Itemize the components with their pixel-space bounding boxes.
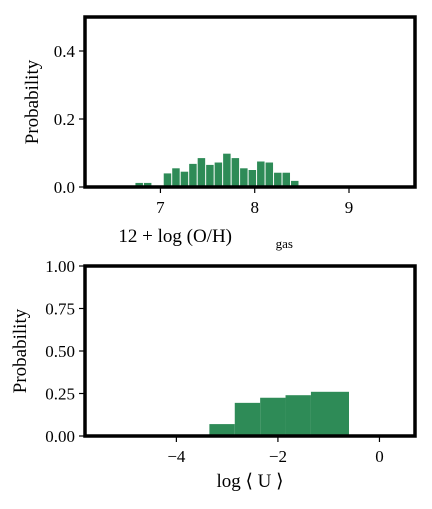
top-bar <box>172 168 180 187</box>
bottom-ytick-label: 0.75 <box>45 300 75 319</box>
top-bar <box>135 182 143 187</box>
top-ytick-label: 0.2 <box>54 110 75 129</box>
top-xtick-label: 8 <box>250 198 259 217</box>
bottom-bar <box>310 391 349 436</box>
top-bar <box>265 162 274 187</box>
top-bar <box>206 164 214 187</box>
bottom-bar <box>260 397 286 436</box>
top-bar <box>163 173 172 187</box>
top-bar <box>274 172 282 187</box>
top-bar <box>189 163 197 187</box>
bottom-xtick-label: −2 <box>269 447 287 466</box>
top-ticks: 7 8 9 0.0 0.2 0.4 <box>54 42 354 217</box>
bottom-ytick-label: 0.50 <box>45 342 75 361</box>
top-bar <box>248 170 257 187</box>
top-plot-frame <box>83 15 417 189</box>
top-bar <box>257 161 265 187</box>
bottom-bar <box>209 424 235 436</box>
top-xtick-label: 9 <box>345 198 354 217</box>
top-bar <box>197 158 206 187</box>
chart-top: 7 8 90.00.20.4 Probability 12 + log (O/H) … <box>22 15 417 251</box>
top-xlabel-subscript: gas <box>276 236 293 251</box>
bottom-ytick-label: 0.00 <box>45 427 75 446</box>
top-xtick-label: 7 <box>156 198 165 217</box>
top-ylabel: Probability <box>22 59 43 144</box>
top-bar <box>282 172 291 187</box>
chart-bottom: −4 −2 0 0.00 0.25 0.50 0.75 1.00 Probability lo… <box>10 257 417 492</box>
top-ytick-label: 0.4 <box>54 42 76 61</box>
top-bar <box>180 171 189 187</box>
bottom-bar <box>285 395 311 436</box>
bottom-ytick-label: 0.25 <box>45 385 75 404</box>
top-bar <box>240 168 248 187</box>
bottom-bars <box>209 391 349 436</box>
bottom-ytick-label: 1.00 <box>45 257 75 276</box>
bottom-ticks: −4 −2 0 0.00 0.25 0.50 0.75 1.00 <box>45 257 383 466</box>
top-bar <box>231 158 240 187</box>
top-bar <box>143 182 152 187</box>
top-bar <box>214 162 223 187</box>
bottom-ylabel: Probability <box>10 308 31 393</box>
top-ytick-label: 0.0 <box>54 178 75 197</box>
top-bar <box>223 153 231 187</box>
top-xlabel: 12 + log (O/H) <box>118 226 232 247</box>
bottom-xtick-label: −4 <box>167 447 186 466</box>
top-bar <box>291 180 299 187</box>
bottom-bar <box>234 402 261 436</box>
top-bars <box>135 153 299 187</box>
bottom-xlabel: log ⟨ U ⟩ <box>216 471 283 492</box>
bottom-xtick-label: 0 <box>375 447 384 466</box>
